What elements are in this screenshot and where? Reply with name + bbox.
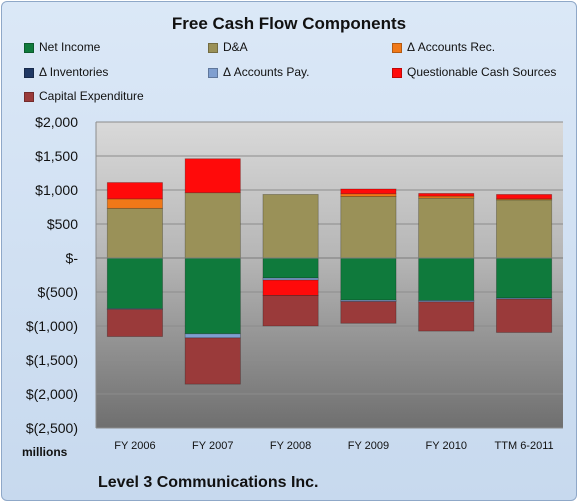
bar-segment bbox=[184, 257, 241, 335]
legend-item-net-income: Net Income bbox=[24, 40, 100, 54]
y-tick-label: $(2,500) bbox=[26, 420, 78, 436]
legend-swatch bbox=[208, 42, 218, 53]
y-tick-label: $(1,000) bbox=[26, 318, 78, 334]
bar-segment bbox=[262, 194, 319, 259]
bar-segment bbox=[106, 207, 163, 259]
bar-segment bbox=[496, 257, 553, 299]
legend-swatch bbox=[24, 42, 34, 53]
bar-segment bbox=[184, 192, 241, 259]
legend-swatch bbox=[24, 67, 34, 78]
bar-segment bbox=[418, 301, 475, 332]
bar-segment bbox=[262, 279, 319, 296]
bar-segment bbox=[496, 298, 553, 333]
bar-segment bbox=[496, 194, 553, 200]
legend-swatch bbox=[392, 67, 402, 78]
bar-segment bbox=[106, 308, 163, 337]
x-tick-label: FY 2009 bbox=[348, 440, 389, 452]
bar-segment bbox=[340, 196, 397, 259]
bar-segment bbox=[496, 297, 553, 300]
bar-segment bbox=[106, 182, 163, 200]
bar-segment bbox=[496, 199, 553, 259]
y-tick-label: $(500) bbox=[38, 284, 78, 300]
bar-segment bbox=[262, 294, 319, 327]
x-tick-label: FY 2008 bbox=[270, 440, 311, 452]
legend-item-questionable-cash: Questionable Cash Sources bbox=[392, 65, 556, 79]
bar-segment bbox=[184, 333, 241, 339]
x-tick-label: FY 2006 bbox=[114, 440, 155, 452]
y-tick-label: $(2,000) bbox=[26, 386, 78, 402]
chart-title: Free Cash Flow Components bbox=[171, 14, 407, 33]
bar-segment bbox=[418, 257, 475, 301]
bar-segment bbox=[340, 301, 397, 324]
legend-item-capex: Capital Expenditure bbox=[24, 89, 144, 103]
x-tick-label: FY 2007 bbox=[192, 440, 233, 452]
units-label: millions bbox=[22, 445, 68, 459]
bar-segment bbox=[184, 158, 241, 194]
bar-segment bbox=[106, 198, 163, 209]
legend-label: Capital Expenditure bbox=[39, 89, 144, 103]
legend-swatch bbox=[392, 42, 402, 53]
legend-item-accounts-pay: Δ Accounts Pay. bbox=[208, 65, 310, 79]
y-tick-label: $- bbox=[66, 250, 79, 266]
plot-background bbox=[96, 122, 563, 428]
bar-segment bbox=[418, 192, 475, 197]
legend-label: Net Income bbox=[39, 40, 101, 54]
legend-item-inventories: Δ Inventories bbox=[24, 65, 108, 79]
legend-label: Δ Accounts Rec. bbox=[407, 40, 496, 54]
bar-segment bbox=[340, 188, 397, 195]
legend-label: Δ Accounts Pay. bbox=[223, 65, 310, 79]
legend-label: Questionable Cash Sources bbox=[407, 65, 557, 79]
y-tick-label: $1,500 bbox=[35, 148, 78, 164]
bar-segment bbox=[184, 337, 241, 385]
legend-swatch bbox=[24, 91, 34, 102]
bar-segment bbox=[106, 257, 163, 310]
legend-label: D&A bbox=[223, 40, 248, 54]
legend-swatch bbox=[208, 67, 218, 78]
bar-segment bbox=[340, 257, 397, 301]
bar-segment bbox=[418, 197, 475, 259]
y-tick-label: $1,000 bbox=[35, 182, 78, 198]
bar-segment bbox=[262, 257, 319, 279]
y-tick-label: $2,000 bbox=[35, 114, 78, 130]
legend-item-da: D&A bbox=[208, 40, 248, 54]
company-label: Level 3 Communications Inc. bbox=[98, 474, 319, 491]
x-tick-label: TTM 6-2011 bbox=[495, 440, 554, 452]
bar-segment bbox=[340, 193, 397, 197]
legend-item-accounts-rec: Δ Accounts Rec. bbox=[392, 40, 495, 54]
y-tick-label: $(1,500) bbox=[26, 352, 78, 368]
y-tick-label: $500 bbox=[47, 216, 78, 232]
legend-label: Δ Inventories bbox=[39, 65, 109, 79]
x-tick-label: FY 2010 bbox=[426, 440, 467, 452]
